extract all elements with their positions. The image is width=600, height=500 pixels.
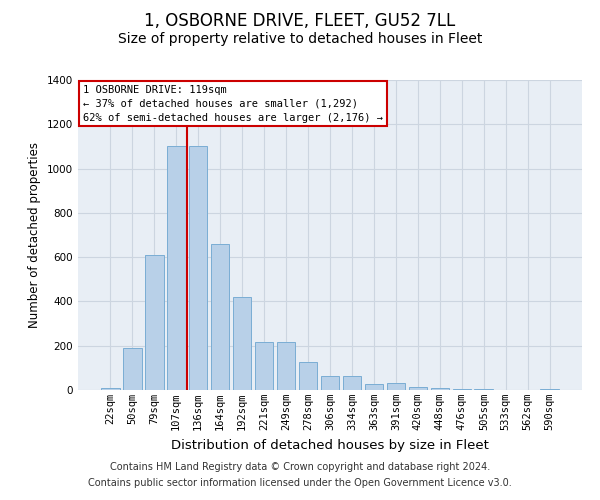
Bar — [431, 388, 449, 390]
Bar — [365, 384, 383, 390]
Bar — [189, 146, 208, 390]
Bar — [386, 384, 405, 390]
Bar — [475, 389, 493, 390]
Text: Contains public sector information licensed under the Open Government Licence v3: Contains public sector information licen… — [88, 478, 512, 488]
Text: 1, OSBORNE DRIVE, FLEET, GU52 7LL: 1, OSBORNE DRIVE, FLEET, GU52 7LL — [145, 12, 455, 30]
Bar — [541, 389, 559, 390]
Bar — [211, 244, 229, 390]
Bar — [123, 348, 142, 390]
Bar — [320, 376, 340, 390]
Text: Contains HM Land Registry data © Crown copyright and database right 2024.: Contains HM Land Registry data © Crown c… — [110, 462, 490, 472]
Bar — [343, 376, 361, 390]
Bar — [145, 255, 164, 390]
Text: Size of property relative to detached houses in Fleet: Size of property relative to detached ho… — [118, 32, 482, 46]
Bar — [101, 388, 119, 390]
Text: 1 OSBORNE DRIVE: 119sqm
← 37% of detached houses are smaller (1,292)
62% of semi: 1 OSBORNE DRIVE: 119sqm ← 37% of detache… — [83, 84, 383, 122]
Bar — [233, 297, 251, 390]
X-axis label: Distribution of detached houses by size in Fleet: Distribution of detached houses by size … — [171, 438, 489, 452]
Bar — [255, 342, 274, 390]
Y-axis label: Number of detached properties: Number of detached properties — [28, 142, 41, 328]
Bar — [167, 146, 185, 390]
Bar — [452, 389, 471, 390]
Bar — [277, 342, 295, 390]
Bar — [299, 362, 317, 390]
Bar — [409, 386, 427, 390]
